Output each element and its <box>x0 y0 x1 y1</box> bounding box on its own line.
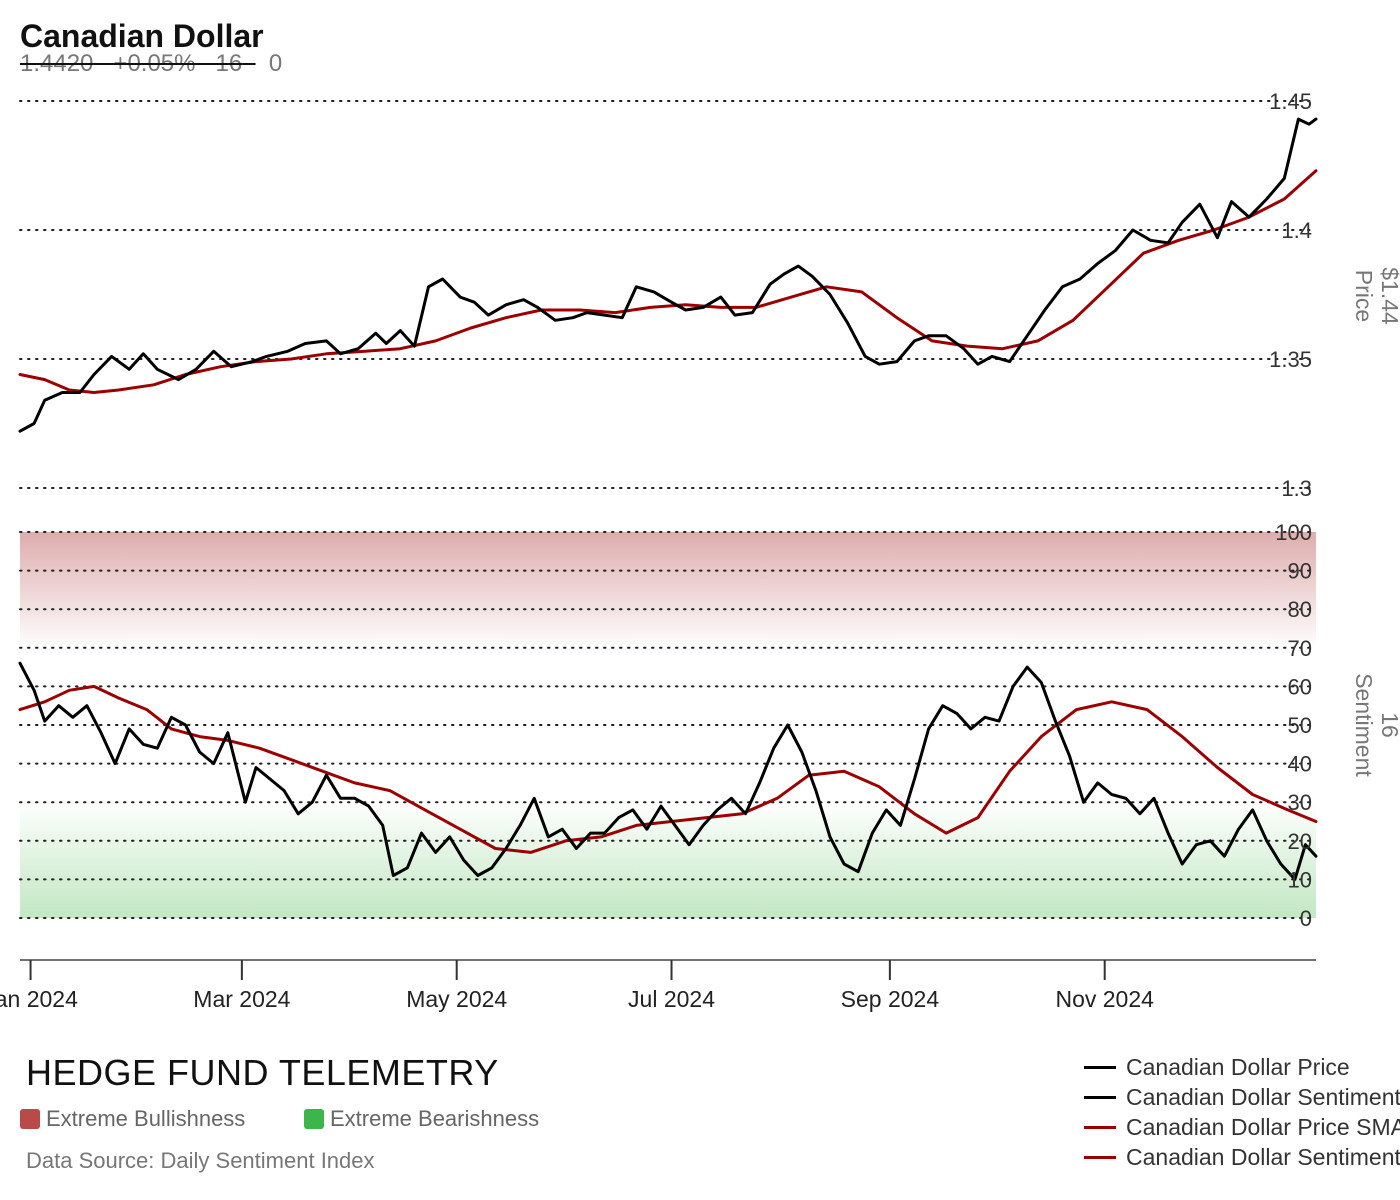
bullish-label: Extreme Bullishness <box>46 1106 246 1131</box>
header-values-struck: 1.4420 +0.05% 16 <box>20 50 256 77</box>
legend-label-price-sma: Canadian Dollar Price SMA <box>1126 1113 1400 1140</box>
y-tick-labels: 1.3 1.35 1.4 1.45 0 10 20 30 40 50 60 70 80 90 100 <box>1269 89 1312 931</box>
x-tick-label: Jan 2024 <box>0 986 78 1012</box>
extreme-bullish-zone <box>20 532 1316 648</box>
price-axis-title-value: $1.44 <box>1377 267 1400 325</box>
legend-line-sentiment <box>1084 1095 1116 1099</box>
price-axis-title: Price $1.44 <box>1351 267 1400 325</box>
x-tick-label: Mar 2024 <box>193 986 290 1012</box>
x-tick-label: Nov 2024 <box>1055 986 1154 1012</box>
sentiment-y-tick-label: 40 <box>1288 752 1312 777</box>
sentiment-y-tick-label: 20 <box>1288 829 1312 854</box>
price-y-tick-label: 1.45 <box>1269 89 1312 114</box>
header-readout: 1.4420 +0.05% 16 0 <box>20 50 282 78</box>
price-y-tick-label: 1.3 <box>1281 476 1312 501</box>
legend-label-sentiment-sma: Canadian Dollar Sentiment SMA <box>1126 1143 1400 1170</box>
change-readout: +0.05% <box>113 50 196 77</box>
legend-item-price[interactable]: Canadian Dollar Price <box>1084 1052 1400 1082</box>
x-tick-label: May 2024 <box>406 986 507 1012</box>
data-source: Data Source: Daily Sentiment Index <box>26 1148 375 1173</box>
x-tick-label: Sep 2024 <box>841 986 940 1012</box>
bullish-swatch <box>20 1109 40 1129</box>
legend-item-sentiment[interactable]: Canadian Dollar Sentiment <box>1084 1082 1400 1112</box>
price-readout: 1.4420 <box>20 50 94 77</box>
legend-line-sentiment-sma <box>1084 1155 1116 1159</box>
sentiment-y-tick-label: 100 <box>1275 520 1312 545</box>
sentiment-y-tick-label: 0 <box>1300 906 1312 931</box>
price-line <box>18 117 1318 433</box>
chart-canvas: 1.3 1.35 1.4 1.45 0 10 20 30 40 50 60 70 80 90 100 Jan… <box>0 89 1400 1012</box>
price-series-group <box>18 117 1318 433</box>
legend-line-price <box>1084 1065 1116 1069</box>
x-tick-label: Jul 2024 <box>628 986 715 1012</box>
sentiment-series-group <box>18 661 1318 881</box>
bearish-label: Extreme Bearishness <box>330 1106 540 1131</box>
sentiment-y-tick-label: 30 <box>1288 790 1312 815</box>
sentiment-axis-title-label: Sentiment <box>1351 673 1377 777</box>
zone-legend-bullish: Extreme Bullishness <box>20 1106 245 1132</box>
sentiment-y-tick-label: 10 <box>1288 867 1312 892</box>
legend-item-price-sma[interactable]: Canadian Dollar Price SMA <box>1084 1112 1400 1142</box>
sentiment-y-tick-label: 80 <box>1288 597 1312 622</box>
sentiment-y-tick-label: 60 <box>1288 674 1312 699</box>
sentiment-readout: 16 <box>215 50 243 77</box>
legend-item-sentiment-sma[interactable]: Canadian Dollar Sentiment SMA <box>1084 1142 1400 1172</box>
extra-readout: 0 <box>268 50 283 77</box>
series-legend: Canadian Dollar Price Canadian Dollar Se… <box>1084 1052 1400 1172</box>
y-axis-titles: Price $1.44 Sentiment 16 <box>1351 267 1400 777</box>
x-axis: Jan 2024 Mar 2024 May 2024 Jul 2024 Sep 2024… <box>0 959 1316 1012</box>
sentiment-line <box>18 661 1318 881</box>
legend-label-price: Canadian Dollar Price <box>1126 1053 1350 1080</box>
sentiment-axis-title: Sentiment 16 <box>1351 673 1400 777</box>
brand-name: HEDGE FUND TELEMETRY <box>26 1052 499 1093</box>
sentiment-y-tick-label: 50 <box>1288 713 1312 738</box>
extreme-bearish-zone <box>20 802 1316 918</box>
price-sma-line <box>18 169 1318 394</box>
price-axis-title-label: Price <box>1351 270 1377 322</box>
sentiment-axis-title-value: 16 <box>1377 712 1400 738</box>
chart-title: Canadian Dollar <box>20 18 264 54</box>
sentiment-y-tick-label: 70 <box>1288 636 1312 661</box>
price-y-tick-label: 1.4 <box>1281 218 1312 243</box>
legend-line-price-sma <box>1084 1125 1116 1129</box>
bearish-swatch <box>304 1109 324 1129</box>
legend-label-sentiment: Canadian Dollar Sentiment <box>1126 1083 1400 1110</box>
sentiment-y-tick-label: 90 <box>1288 559 1312 584</box>
zone-legend-bearish: Extreme Bearishness <box>304 1106 539 1132</box>
price-y-tick-label: 1.35 <box>1269 347 1312 372</box>
